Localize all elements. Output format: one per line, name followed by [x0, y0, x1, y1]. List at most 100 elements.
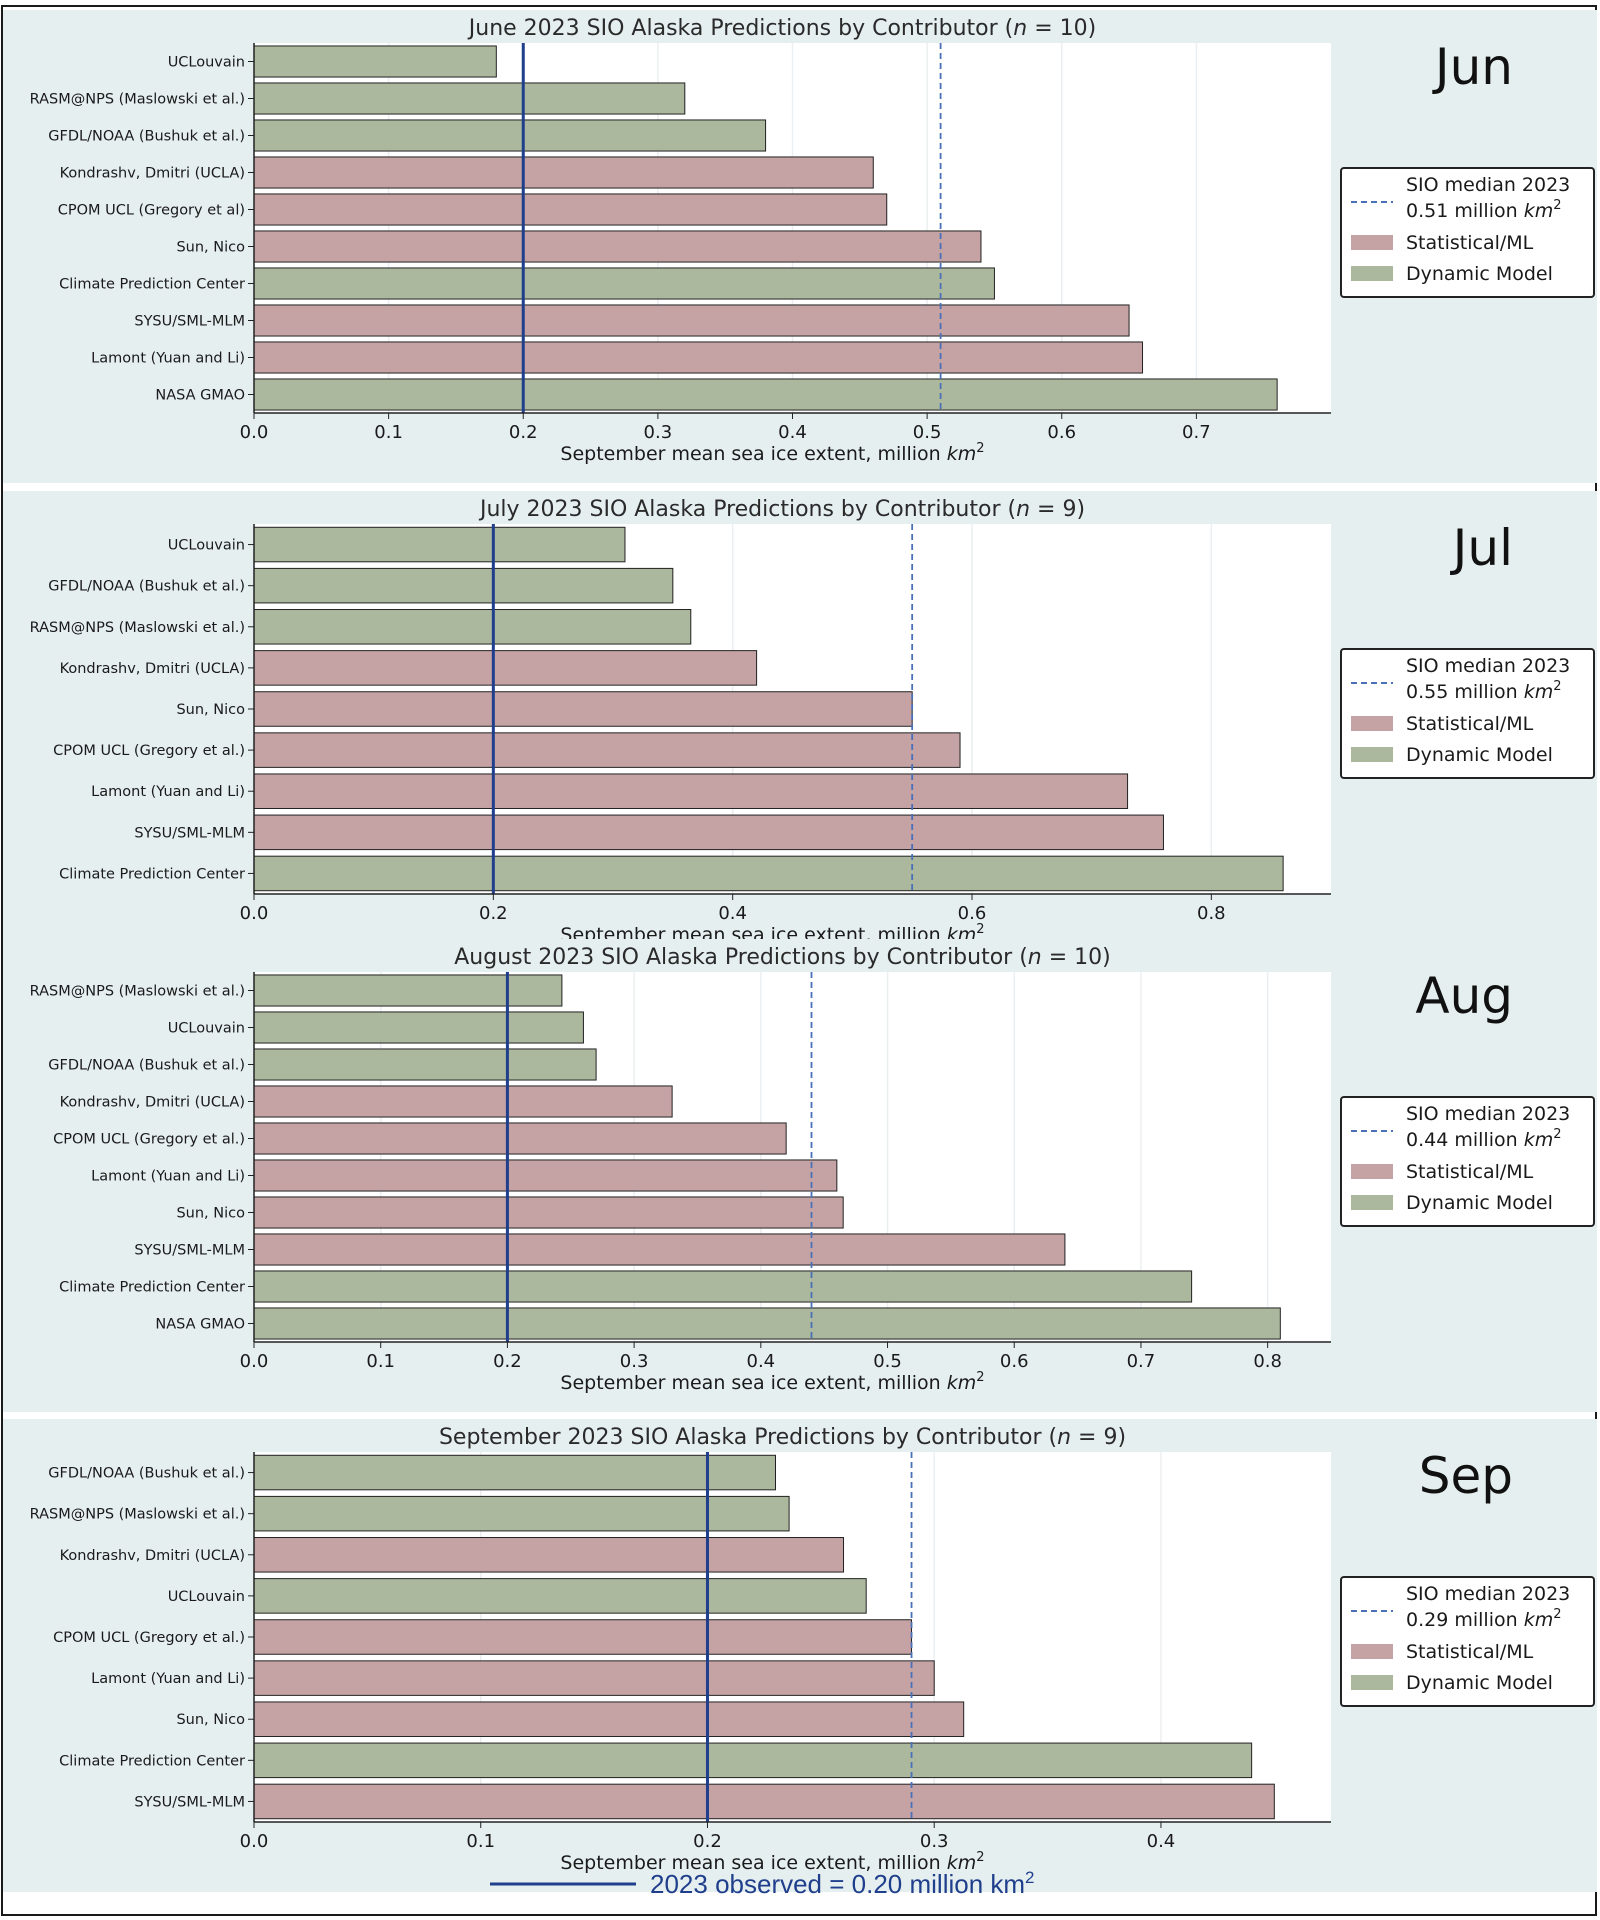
category-label: SYSU/SML-MLM — [134, 1243, 245, 1259]
category-label: Climate Prediction Center — [59, 1753, 245, 1769]
legend-dynamic-label: Dynamic Model — [1406, 1672, 1553, 1694]
chart-title: June 2023 SIO Alaska Predictions by Cont… — [467, 16, 1096, 41]
bar-1 — [253, 1454, 776, 1491]
bar-5 — [253, 1122, 787, 1155]
chart-panel-jun: June 2023 SIO Alaska Predictions by Cont… — [3, 10, 1597, 483]
legend-median-label: SIO median 2023 — [1406, 655, 1570, 677]
legend-statistical-swatch — [1351, 1644, 1393, 1659]
bar-1 — [253, 974, 563, 1007]
legend-dynamic-swatch — [1351, 747, 1393, 762]
category-label: UCLouvain — [168, 1589, 245, 1605]
x-tick-label: 0.0 — [240, 903, 269, 924]
category-label: UCLouvain — [168, 55, 245, 71]
legend-dynamic-swatch — [1351, 1195, 1393, 1210]
bar-7 — [253, 1701, 965, 1737]
bar-2 — [253, 1495, 790, 1532]
chart-title: July 2023 SIO Alaska Predictions by Cont… — [478, 497, 1085, 522]
category-label: CPOM UCL (Gregory et al.) — [53, 1132, 245, 1148]
category-label: CPOM UCL (Gregory et al.) — [53, 743, 245, 759]
category-label: Kondrashv, Dmitri (UCLA) — [60, 1548, 245, 1564]
x-tick-label: 0.7 — [1182, 422, 1211, 443]
legend-dynamic-label: Dynamic Model — [1406, 744, 1553, 766]
category-label: Sun, Nico — [176, 1206, 245, 1222]
chart-svg-jul: July 2023 SIO Alaska Predictions by Cont… — [30, 497, 1595, 946]
x-tick-label: 0.6 — [1047, 422, 1076, 443]
bar-10 — [253, 1307, 1281, 1340]
legend-box — [1340, 648, 1595, 779]
bar-7 — [253, 1196, 844, 1229]
category-label: NASA GMAO — [155, 388, 245, 404]
legend-statistical-label: Statistical/ML — [1406, 232, 1534, 254]
bar-5 — [253, 1619, 913, 1655]
legend-statistical-label: Statistical/ML — [1406, 1161, 1534, 1183]
x-tick-label: 0.3 — [920, 1831, 949, 1852]
bar-7 — [253, 267, 995, 300]
bar-3 — [253, 1537, 845, 1573]
x-tick-label: 0.1 — [374, 422, 403, 443]
bar-6 — [253, 1159, 838, 1192]
category-label: Sun, Nico — [176, 1712, 245, 1728]
x-tick-label: 0.6 — [958, 903, 987, 924]
category-label: Lamont (Yuan and Li) — [91, 784, 245, 800]
bar-9 — [253, 1783, 1275, 1820]
category-label: GFDL/NOAA (Bushuk et al.) — [48, 1466, 245, 1482]
bar-4 — [253, 156, 874, 189]
legend-dynamic-label: Dynamic Model — [1406, 263, 1553, 285]
chart-svg-jun: June 2023 SIO Alaska Predictions by Cont… — [30, 16, 1595, 465]
bar-4 — [253, 650, 758, 686]
legend-median-label: SIO median 2023 — [1406, 1103, 1570, 1125]
chart-panel-sep: September 2023 SIO Alaska Predictions by… — [3, 1419, 1597, 1892]
bar-4 — [253, 1578, 867, 1614]
category-label: Climate Prediction Center — [59, 277, 245, 293]
bar-2 — [253, 82, 686, 115]
category-label: Lamont (Yuan and Li) — [91, 1671, 245, 1687]
legend-box — [1340, 1576, 1595, 1707]
bar-8 — [253, 1742, 1253, 1779]
month-label: Jun — [1432, 38, 1513, 96]
x-tick-label: 0.3 — [644, 422, 673, 443]
bar-8 — [253, 1233, 1066, 1266]
category-label: GFDL/NOAA (Bushuk et al.) — [48, 579, 245, 595]
bar-8 — [253, 304, 1130, 337]
chart-title: August 2023 SIO Alaska Predictions by Co… — [454, 945, 1111, 970]
legend-statistical-swatch — [1351, 235, 1393, 250]
bar-7 — [253, 773, 1129, 809]
category-label: Sun, Nico — [176, 702, 245, 718]
category-label: Kondrashv, Dmitri (UCLA) — [60, 1095, 245, 1111]
category-label: RASM@NPS (Maslowski et al.) — [30, 1507, 245, 1523]
observed-legend-svg: 2023 observed = 0.20 million km2 — [490, 1868, 1035, 1899]
x-axis-label: September mean sea ice extent, million k… — [560, 1370, 984, 1394]
bar-6 — [253, 230, 982, 263]
legend-box — [1340, 167, 1595, 298]
legend-median-value: 0.44 million km2 — [1406, 1127, 1561, 1151]
legend-dynamic-label: Dynamic Model — [1406, 1192, 1553, 1214]
month-label: Sep — [1419, 1447, 1513, 1505]
category-label: GFDL/NOAA (Bushuk et al.) — [48, 1058, 245, 1074]
x-tick-label: 0.4 — [718, 903, 747, 924]
month-label: Jul — [1450, 519, 1513, 577]
x-tick-label: 0.5 — [873, 1351, 902, 1372]
category-label: RASM@NPS (Maslowski et al.) — [30, 92, 245, 108]
category-label: Kondrashv, Dmitri (UCLA) — [60, 166, 245, 182]
category-label: UCLouvain — [168, 538, 245, 554]
bar-5 — [253, 691, 913, 727]
x-tick-label: 0.2 — [493, 1351, 522, 1372]
bar-1 — [253, 526, 626, 563]
legend-statistical-label: Statistical/ML — [1406, 713, 1534, 735]
x-tick-label: 0.2 — [693, 1831, 722, 1852]
x-tick-label: 0.1 — [466, 1831, 495, 1852]
category-label: Kondrashv, Dmitri (UCLA) — [60, 661, 245, 677]
chart-svg-sep: September 2023 SIO Alaska Predictions by… — [30, 1425, 1595, 1874]
bar-5 — [253, 193, 888, 226]
category-label: SYSU/SML-MLM — [134, 825, 245, 841]
x-tick-label: 0.4 — [1147, 1831, 1176, 1852]
category-label: RASM@NPS (Maslowski et al.) — [30, 984, 245, 1000]
observed-legend-text: 2023 observed = 0.20 million km2 — [650, 1870, 1035, 1899]
category-label: NASA GMAO — [155, 1317, 245, 1333]
category-label: GFDL/NOAA (Bushuk et al.) — [48, 129, 245, 145]
category-label: Sun, Nico — [176, 240, 245, 256]
